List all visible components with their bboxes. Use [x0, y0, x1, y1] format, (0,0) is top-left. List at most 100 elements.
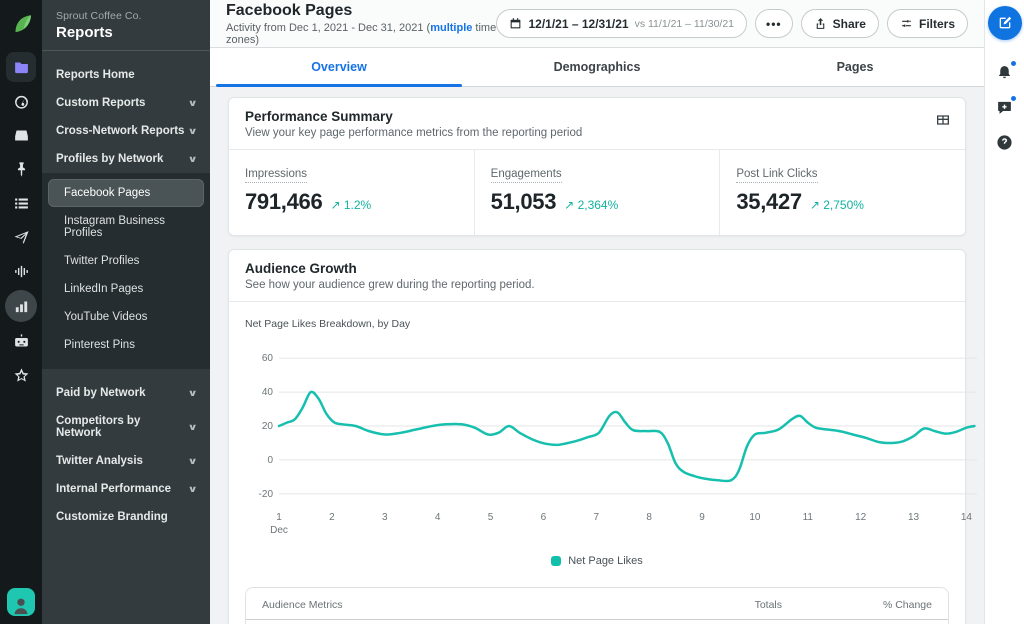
waveform-icon	[14, 265, 28, 277]
sidebar-item-label: Customize Branding	[56, 511, 168, 523]
pin-icon	[17, 161, 25, 177]
x-tick-label: 6	[541, 512, 547, 523]
legend-label: Net Page Likes	[568, 555, 643, 567]
account-name: Sprout Coffee Co.	[56, 10, 142, 22]
sidebar-item-competitors-by-network[interactable]: Competitors by Network ∨	[42, 407, 210, 447]
multiple-timezones-link[interactable]: multiple	[430, 21, 473, 34]
page-title: Facebook Pages	[226, 1, 353, 19]
metric-post-link-clicks: Post Link Clicks 35,427 ↗ 2,750%	[719, 150, 965, 235]
notifications-button[interactable]	[991, 58, 1019, 86]
up-arrow-icon: ↗	[564, 198, 575, 212]
paper-plane-icon	[13, 230, 29, 244]
sidebar-item-paid-by-network[interactable]: Paid by Network ∨	[42, 379, 210, 407]
sidebar-subitem-youtube-videos[interactable]: YouTube Videos	[64, 311, 148, 323]
sidebar-item-profiles-by-network[interactable]: Profiles by Network ∨	[42, 145, 210, 173]
y-tick-label: 0	[267, 455, 273, 466]
x-tick-label: 14	[961, 512, 973, 523]
table-header-audience-metrics: Audience Metrics	[262, 598, 343, 611]
more-actions-button[interactable]: •••	[755, 9, 793, 38]
rail-item-pin[interactable]	[6, 154, 36, 184]
sidebar-subitem-facebook-pages[interactable]: Facebook Pages	[48, 179, 204, 207]
right-icon-rail	[984, 0, 1024, 624]
filters-button[interactable]: Filters	[886, 9, 968, 38]
bot-icon	[14, 333, 28, 346]
sprout-logo-icon	[15, 15, 31, 32]
y-tick-label: -20	[259, 489, 274, 500]
page-subtitle: Activity from Dec 1, 2021 - Dec 31, 2021…	[226, 22, 496, 46]
rail-item-bot[interactable]	[6, 326, 36, 356]
rail-item-folder[interactable]	[6, 52, 36, 82]
feed-list-icon	[14, 198, 28, 208]
audience-growth-header: Audience Growth See how your audience gr…	[229, 250, 965, 301]
folder-icon	[14, 62, 28, 73]
help-button[interactable]	[991, 128, 1019, 156]
sidebar-bottom-group: Paid by Network ∨ Competitors by Network ∨ T…	[42, 369, 210, 531]
rail-item-sprout-logo[interactable]	[6, 8, 36, 38]
chevron-down-icon: ∨	[187, 483, 198, 494]
chevron-down-icon: ∨	[187, 153, 198, 164]
sidebar-subitem-instagram-business-profiles[interactable]: Instagram Business Profiles	[64, 215, 165, 239]
up-arrow-icon: ↗	[809, 198, 820, 212]
share-icon	[816, 18, 824, 29]
table-view-icon[interactable]	[935, 112, 951, 133]
metric-change: ↗ 2,750%	[809, 198, 864, 212]
metric-label[interactable]: Engagements	[490, 168, 562, 183]
rail-item-gauge[interactable]	[6, 86, 36, 116]
x-tick-label: 1	[276, 512, 282, 523]
rail-item-waveform[interactable]	[6, 256, 36, 286]
feedback-button[interactable]	[991, 93, 1019, 121]
user-avatar[interactable]	[7, 588, 35, 616]
date-range-label: 12/1/21 – 12/31/21	[528, 16, 629, 31]
tab-overview[interactable]: Overview	[210, 48, 468, 87]
sidebar-item-label: Profiles by Network	[56, 153, 164, 165]
date-range-button[interactable]: 12/1/21 – 12/31/21 vs 11/1/21 – 11/30/21	[496, 9, 748, 38]
filters-icon	[902, 20, 911, 27]
rail-item-paper-plane[interactable]	[6, 222, 36, 252]
x-tick-label: 5	[488, 512, 494, 523]
rail-item-bar-chart[interactable]	[5, 290, 37, 322]
tab-pages[interactable]: Pages	[836, 60, 874, 74]
tab-demographics[interactable]: Demographics	[553, 60, 641, 74]
table-body: Fans15,623↗ 1.2%	[246, 620, 948, 624]
metric-label[interactable]: Impressions	[245, 168, 307, 183]
sidebar-subitem-twitter-profiles[interactable]: Twitter Profiles	[64, 255, 140, 267]
date-compare-label: vs 11/1/21 – 11/30/21	[634, 17, 735, 30]
sidebar-item-internal-performance[interactable]: Internal Performance ∨	[42, 475, 210, 503]
x-tick-label: 13	[908, 512, 920, 523]
metric-value: 35,427	[736, 189, 802, 214]
chevron-down-icon: ∨	[187, 387, 198, 398]
x-axis-month-label: Dec	[270, 525, 288, 536]
table-header-row: Audience Metrics Totals % Change	[246, 588, 948, 620]
chevron-down-icon: ∨	[187, 455, 198, 466]
sidebar-item-customize-branding[interactable]: Customize Branding	[42, 503, 210, 531]
calendar-icon	[511, 18, 521, 29]
metric-value: 51,053	[490, 189, 557, 214]
sidebar-nav: Reports Home Custom Reports ∨ Cross-Network…	[42, 51, 210, 531]
reports-sidebar: Sprout Coffee Co. Reports Reports Home Cu…	[42, 0, 210, 624]
metric-label[interactable]: Post Link Clicks	[736, 168, 818, 183]
report-content: Performance Summary View your key page p…	[210, 87, 984, 624]
audience-metrics-table: Audience Metrics Totals % Change Fans15,62…	[245, 587, 949, 624]
table-header-totals: Totals	[754, 598, 782, 611]
rail-item-star[interactable]	[6, 360, 36, 390]
metric-impressions: Impressions 791,466 ↗ 1.2%	[229, 150, 474, 235]
sidebar-item-cross-network-reports[interactable]: Cross-Network Reports ∨	[42, 117, 210, 145]
rail-item-feed-list[interactable]	[6, 188, 36, 218]
sidebar-subitem-linkedin-pages[interactable]: LinkedIn Pages	[64, 283, 144, 295]
profiles-by-network-submenu: Facebook Pages Instagram Business Profile…	[42, 173, 210, 369]
rail-item-inbox[interactable]	[6, 120, 36, 150]
question-icon	[997, 134, 1012, 150]
sidebar-item-reports-home[interactable]: Reports Home	[42, 61, 210, 89]
person-icon	[14, 598, 28, 615]
sidebar-item-custom-reports[interactable]: Custom Reports ∨	[42, 89, 210, 117]
sidebar-subitem-pinterest-pins[interactable]: Pinterest Pins	[64, 339, 135, 351]
topbar-titles: Facebook Pages Activity from Dec 1, 2021…	[226, 2, 496, 46]
sidebar-item-label: Competitors by Network	[56, 415, 141, 439]
subtitle-suffix: time zones)	[226, 21, 497, 46]
sidebar-item-twitter-analysis[interactable]: Twitter Analysis ∨	[42, 447, 210, 475]
compose-button[interactable]	[987, 6, 1022, 40]
performance-summary-subtitle: View your key page performance metrics f…	[245, 127, 583, 139]
chat-plus-icon	[998, 101, 1011, 114]
share-button[interactable]: Share	[800, 9, 879, 38]
